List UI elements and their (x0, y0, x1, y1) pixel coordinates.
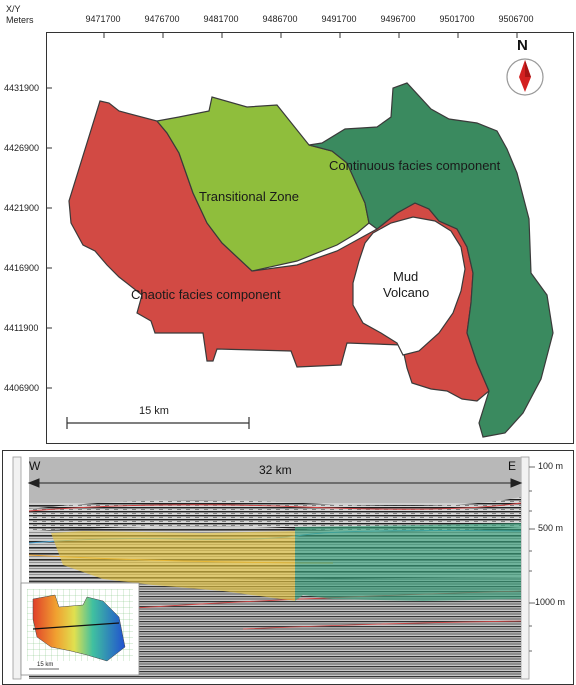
seismic-section-svg (12, 456, 535, 680)
continuous-facies-region (308, 82, 554, 438)
x-tick-label: 9496700 (380, 14, 416, 24)
north-label: N (517, 37, 528, 54)
x-tick-label: 9471700 (85, 14, 121, 24)
x-tick-label: 9486700 (262, 14, 298, 24)
y-tick-label: 4411900 (4, 323, 39, 333)
x-tick-label: 9491700 (321, 14, 357, 24)
y-tick-label: 4406900 (4, 383, 40, 393)
depth-ticks (529, 466, 535, 652)
seismic-green-body (295, 523, 521, 601)
depth-label-100: 100 m (538, 461, 564, 471)
y-tick-label: 4431900 (4, 83, 40, 93)
scale-bar-label: 15 km (139, 405, 169, 417)
facies-map-svg (47, 33, 554, 438)
chaotic-facies-label: Chaotic facies component (131, 287, 281, 302)
west-label: W (29, 459, 41, 473)
facies-map: Transitional Zone Continuous facies comp… (46, 32, 574, 444)
x-tick-label: 9481700 (203, 14, 239, 24)
mud-volcano-label-line1: Mud (393, 269, 419, 284)
seismic-yellow-body (51, 531, 295, 601)
distance-label: 32 km (259, 463, 292, 477)
east-label: E (508, 459, 517, 473)
depth-label-500: 500 m (538, 523, 564, 533)
axis-title-meters: Meters (6, 15, 34, 25)
x-tick-label: 9506700 (498, 14, 534, 24)
axis-title-xy: X/Y (6, 4, 21, 14)
inset-location-map (20, 582, 140, 676)
mud-volcano-label-line2: Volcano (383, 285, 430, 300)
north-arrow-icon (506, 58, 544, 96)
seismic-section-panel: W E 32 km 100 m 500 m 1000 m 15 km (2, 450, 574, 685)
x-tick-label: 9501700 (439, 14, 475, 24)
distance-arrow (27, 478, 523, 488)
depth-label-1000: 1000 m (535, 597, 566, 607)
x-tick-marks (103, 33, 518, 38)
y-tick-label: 4426900 (4, 143, 40, 153)
y-tick-marks (47, 87, 52, 389)
inset-scale-label: 15 km (37, 662, 54, 668)
x-tick-label: 9476700 (144, 14, 180, 24)
y-tick-label: 4416900 (4, 263, 40, 273)
continuous-facies-label: Continuous facies component (329, 158, 501, 173)
transitional-zone-label: Transitional Zone (199, 189, 299, 204)
mud-volcano-region (352, 216, 466, 356)
y-tick-label: 4421900 (4, 203, 40, 213)
scale-bar (66, 417, 250, 429)
